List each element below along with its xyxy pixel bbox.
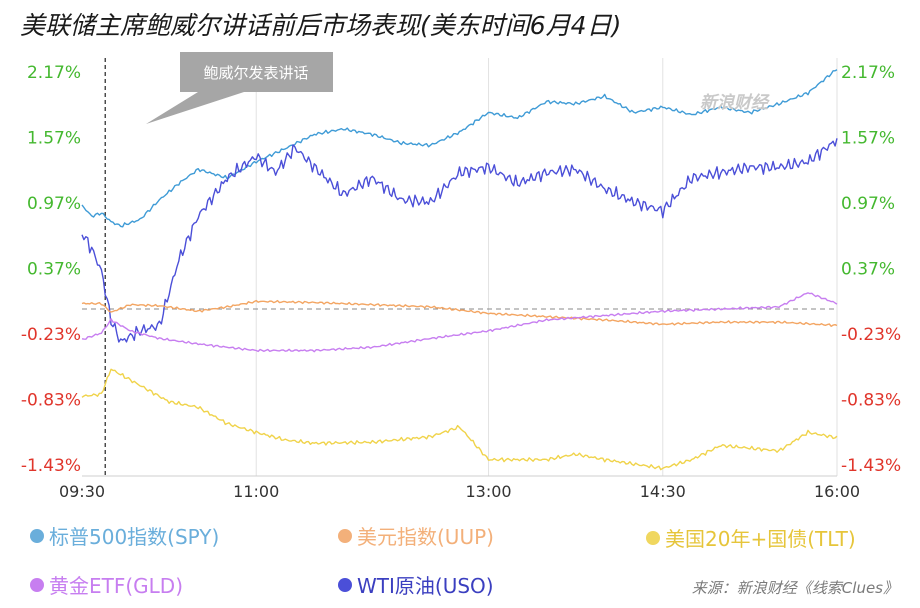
axis-layer: 09:30 11:00 13:00 14:30 16:00 2.17% 2.17% 1.57%… bbox=[21, 63, 901, 501]
series-line bbox=[81, 299, 838, 327]
legend-label: 美国20年+国债(TLT) bbox=[665, 527, 856, 551]
y-tick-label-left: 0.97% bbox=[27, 194, 81, 214]
series-line bbox=[81, 368, 838, 471]
series-line bbox=[81, 69, 838, 228]
legend-item-gld: 黄金ETF(GLD) bbox=[30, 570, 183, 599]
grid-layer bbox=[82, 58, 838, 476]
series-layer bbox=[81, 69, 838, 471]
x-tick-label: 14:30 bbox=[640, 482, 686, 501]
x-tick-label: 11:00 bbox=[233, 482, 279, 501]
legend-label: WTI原油(USO) bbox=[357, 574, 494, 598]
legend-item-uup: 美元指数(UUP) bbox=[338, 521, 494, 550]
annotation-label: 鲍威尔发表讲话 bbox=[203, 64, 308, 82]
annotation-layer: 鲍威尔发表讲话 bbox=[146, 52, 333, 124]
legend-label: 美元指数(UUP) bbox=[357, 525, 494, 549]
legend-marker bbox=[338, 577, 352, 592]
series-line bbox=[81, 138, 838, 343]
legend-marker bbox=[338, 528, 352, 543]
legend-item-spy: 标普500指数(SPY) bbox=[30, 521, 219, 550]
y-tick-label-left: 2.17% bbox=[27, 63, 81, 83]
legend-item-uso: WTI原油(USO) bbox=[338, 570, 494, 599]
watermark: 新浪财经 bbox=[700, 93, 768, 113]
legend-marker bbox=[30, 577, 44, 592]
y-tick-label-right: -1.43% bbox=[841, 456, 901, 476]
y-tick-label-right: -0.83% bbox=[841, 391, 901, 411]
y-tick-label-right: 0.37% bbox=[841, 260, 895, 280]
legend-item-tlt: 美国20年+国债(TLT) bbox=[646, 523, 856, 552]
series-line bbox=[81, 292, 838, 353]
x-tick-label: 16:00 bbox=[814, 482, 860, 501]
y-tick-label-left: -0.83% bbox=[21, 391, 81, 411]
y-tick-label-left: -1.43% bbox=[21, 456, 81, 476]
y-tick-label-right: 0.97% bbox=[841, 194, 895, 214]
legend-marker bbox=[646, 530, 660, 545]
x-tick-label: 09:30 bbox=[59, 482, 105, 501]
y-tick-label-right: -0.23% bbox=[841, 325, 901, 345]
y-tick-label-left: -0.23% bbox=[21, 325, 81, 345]
source-note: 来源：新浪财经《线索Clues》 bbox=[691, 579, 898, 597]
x-tick-label: 13:00 bbox=[465, 482, 511, 501]
y-tick-label-left: 1.57% bbox=[27, 129, 81, 149]
y-tick-label-left: 0.37% bbox=[27, 260, 81, 280]
legend-marker bbox=[30, 528, 44, 543]
legend-label: 标普500指数(SPY) bbox=[49, 525, 220, 549]
annotation-callout bbox=[146, 52, 333, 124]
chart-title: 美联储主席鲍威尔讲话前后市场表现(美东时间6月4日) bbox=[20, 11, 622, 40]
y-tick-label-right: 2.17% bbox=[841, 63, 895, 83]
y-tick-label-right: 1.57% bbox=[841, 129, 895, 149]
legend-label: 黄金ETF(GLD) bbox=[49, 574, 184, 598]
